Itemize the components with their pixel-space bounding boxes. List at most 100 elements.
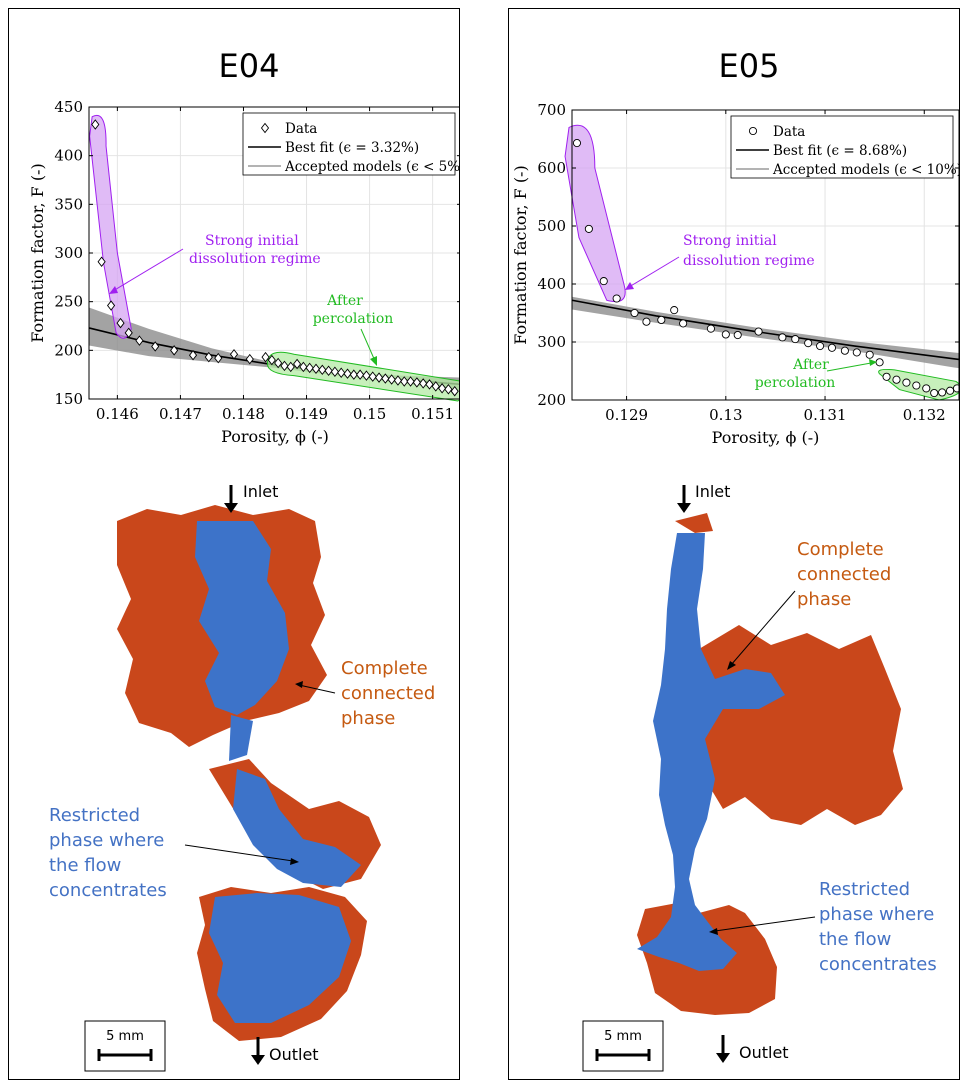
data-point	[902, 378, 911, 387]
data-point	[368, 371, 377, 382]
data-point	[124, 327, 133, 339]
complete-phase-label: Complete connected phase	[797, 539, 897, 610]
data-point	[657, 315, 666, 325]
after-percolation-pointer	[826, 362, 872, 372]
legend-label: Accepted models (ϵ < 10%)	[772, 162, 959, 178]
restricted-flow-phase	[195, 521, 361, 1023]
data-point	[952, 384, 959, 393]
data-point	[97, 256, 106, 267]
data-point	[280, 360, 289, 372]
y-tick-label: 450	[54, 98, 83, 116]
data-point	[91, 119, 100, 130]
formation-factor-chart: 0.129 0.13 0.131 0.132 200 300 400 500 600 700 Por…	[511, 101, 959, 447]
strong-dissolution-label: dissolution regime	[683, 253, 815, 269]
best-fit-line	[571, 299, 959, 361]
data-point	[393, 375, 403, 386]
x-tick-label: 0.129	[605, 406, 648, 424]
legend-marker-data	[748, 126, 758, 136]
y-tick-label: 200	[54, 341, 83, 359]
panel-title: E04	[219, 47, 280, 85]
legend-label: Accepted models (ϵ < 5%)	[284, 159, 459, 175]
x-tick-label: 0.15	[353, 405, 386, 423]
strong-dissolution-arrowhead	[109, 286, 118, 294]
scale-bar-label: 5 mm	[106, 1029, 144, 1044]
y-axis-label: Formation factor, F (-)	[511, 165, 530, 344]
after-percolation-arrowhead	[370, 356, 377, 366]
data-point	[170, 345, 179, 356]
inlet-label: Inlet	[243, 482, 278, 501]
data-point	[706, 324, 715, 333]
data-point	[912, 381, 921, 390]
data-point	[804, 339, 813, 348]
after-percolation-label: percolation	[755, 375, 836, 391]
data-point	[106, 300, 116, 311]
data-point	[343, 368, 352, 379]
y-tick-label: 150	[54, 390, 83, 408]
restricted-phase-pointer	[184, 844, 294, 862]
after-percolation-arrowhead	[869, 359, 877, 366]
data-point	[892, 375, 901, 384]
y-tick-label: 200	[537, 391, 566, 409]
y-tick-label: 300	[54, 244, 83, 262]
after-percolation-label: After	[326, 293, 363, 309]
inlet-label: Inlet	[695, 482, 730, 501]
data-point	[670, 306, 679, 315]
data-point	[204, 351, 213, 363]
data-point	[754, 327, 763, 336]
data-point	[642, 317, 651, 326]
data-point	[450, 385, 459, 397]
data-point	[572, 139, 582, 148]
outlet-arrowhead	[716, 1053, 730, 1063]
data-point	[930, 388, 939, 398]
x-tick-label: 0.148	[222, 405, 265, 423]
inlet-arrowhead	[677, 503, 691, 513]
legend-box	[242, 112, 456, 176]
data-point	[381, 373, 390, 384]
data-point	[330, 366, 339, 377]
outlet-arrowhead	[251, 1055, 265, 1065]
data-point	[721, 330, 730, 339]
x-tick-label: 0.132	[903, 406, 946, 424]
data-point	[305, 362, 314, 374]
data-point	[267, 354, 276, 366]
legend-label: Data	[773, 124, 805, 140]
data-point	[584, 224, 593, 233]
scale-bar-box	[84, 1020, 166, 1072]
data-point	[324, 365, 333, 377]
data-point	[431, 381, 440, 392]
restricted-phase-label: Restricted phase where the flow concentr…	[49, 805, 170, 901]
panel-e05-canvas: E05 0.129 0.13 0.131 0.132 200 300 400 500 600 70…	[511, 47, 959, 1072]
data-point	[612, 294, 621, 303]
panel-e05: E05 0.129 0.13 0.131 0.132 200 300 400 500 600 70…	[508, 8, 960, 1080]
complete-phase-pointer	[298, 684, 336, 694]
microstructure-image: Inlet Outlet 5 mm Complete connected pha…	[582, 482, 937, 1072]
data-point	[188, 349, 198, 361]
data-point	[406, 376, 415, 387]
strong-dissolution-pointer	[628, 256, 680, 288]
y-tick-label: 400	[537, 275, 566, 293]
x-tick-label: 0.147	[159, 405, 202, 423]
data-point	[349, 369, 358, 380]
data-point	[852, 348, 861, 357]
data-point	[922, 384, 931, 393]
after-percolation-pointer	[360, 328, 376, 362]
data-point	[299, 361, 308, 373]
complete-phase-arrowhead	[295, 681, 303, 688]
data-point	[875, 358, 884, 367]
data-point	[425, 379, 434, 390]
data-point	[412, 377, 421, 388]
complete-phase-arrowhead	[727, 661, 736, 670]
after-percolation-label: After	[792, 357, 829, 373]
legend-label: Best fit (ϵ = 8.68%)	[773, 143, 907, 159]
strong-dissolution-highlight	[564, 124, 626, 303]
inlet-arrowhead	[224, 503, 238, 513]
after-percolation-label: percolation	[313, 311, 394, 327]
x-tick-label: 0.151	[411, 405, 454, 423]
data-point	[679, 319, 688, 328]
outlet-label: Outlet	[739, 1043, 789, 1062]
y-tick-label: 350	[54, 195, 83, 213]
data-point	[946, 386, 955, 395]
restricted-phase-pointer	[714, 916, 816, 932]
data-point	[374, 372, 384, 383]
strong-dissolution-arrowhead	[625, 282, 634, 290]
